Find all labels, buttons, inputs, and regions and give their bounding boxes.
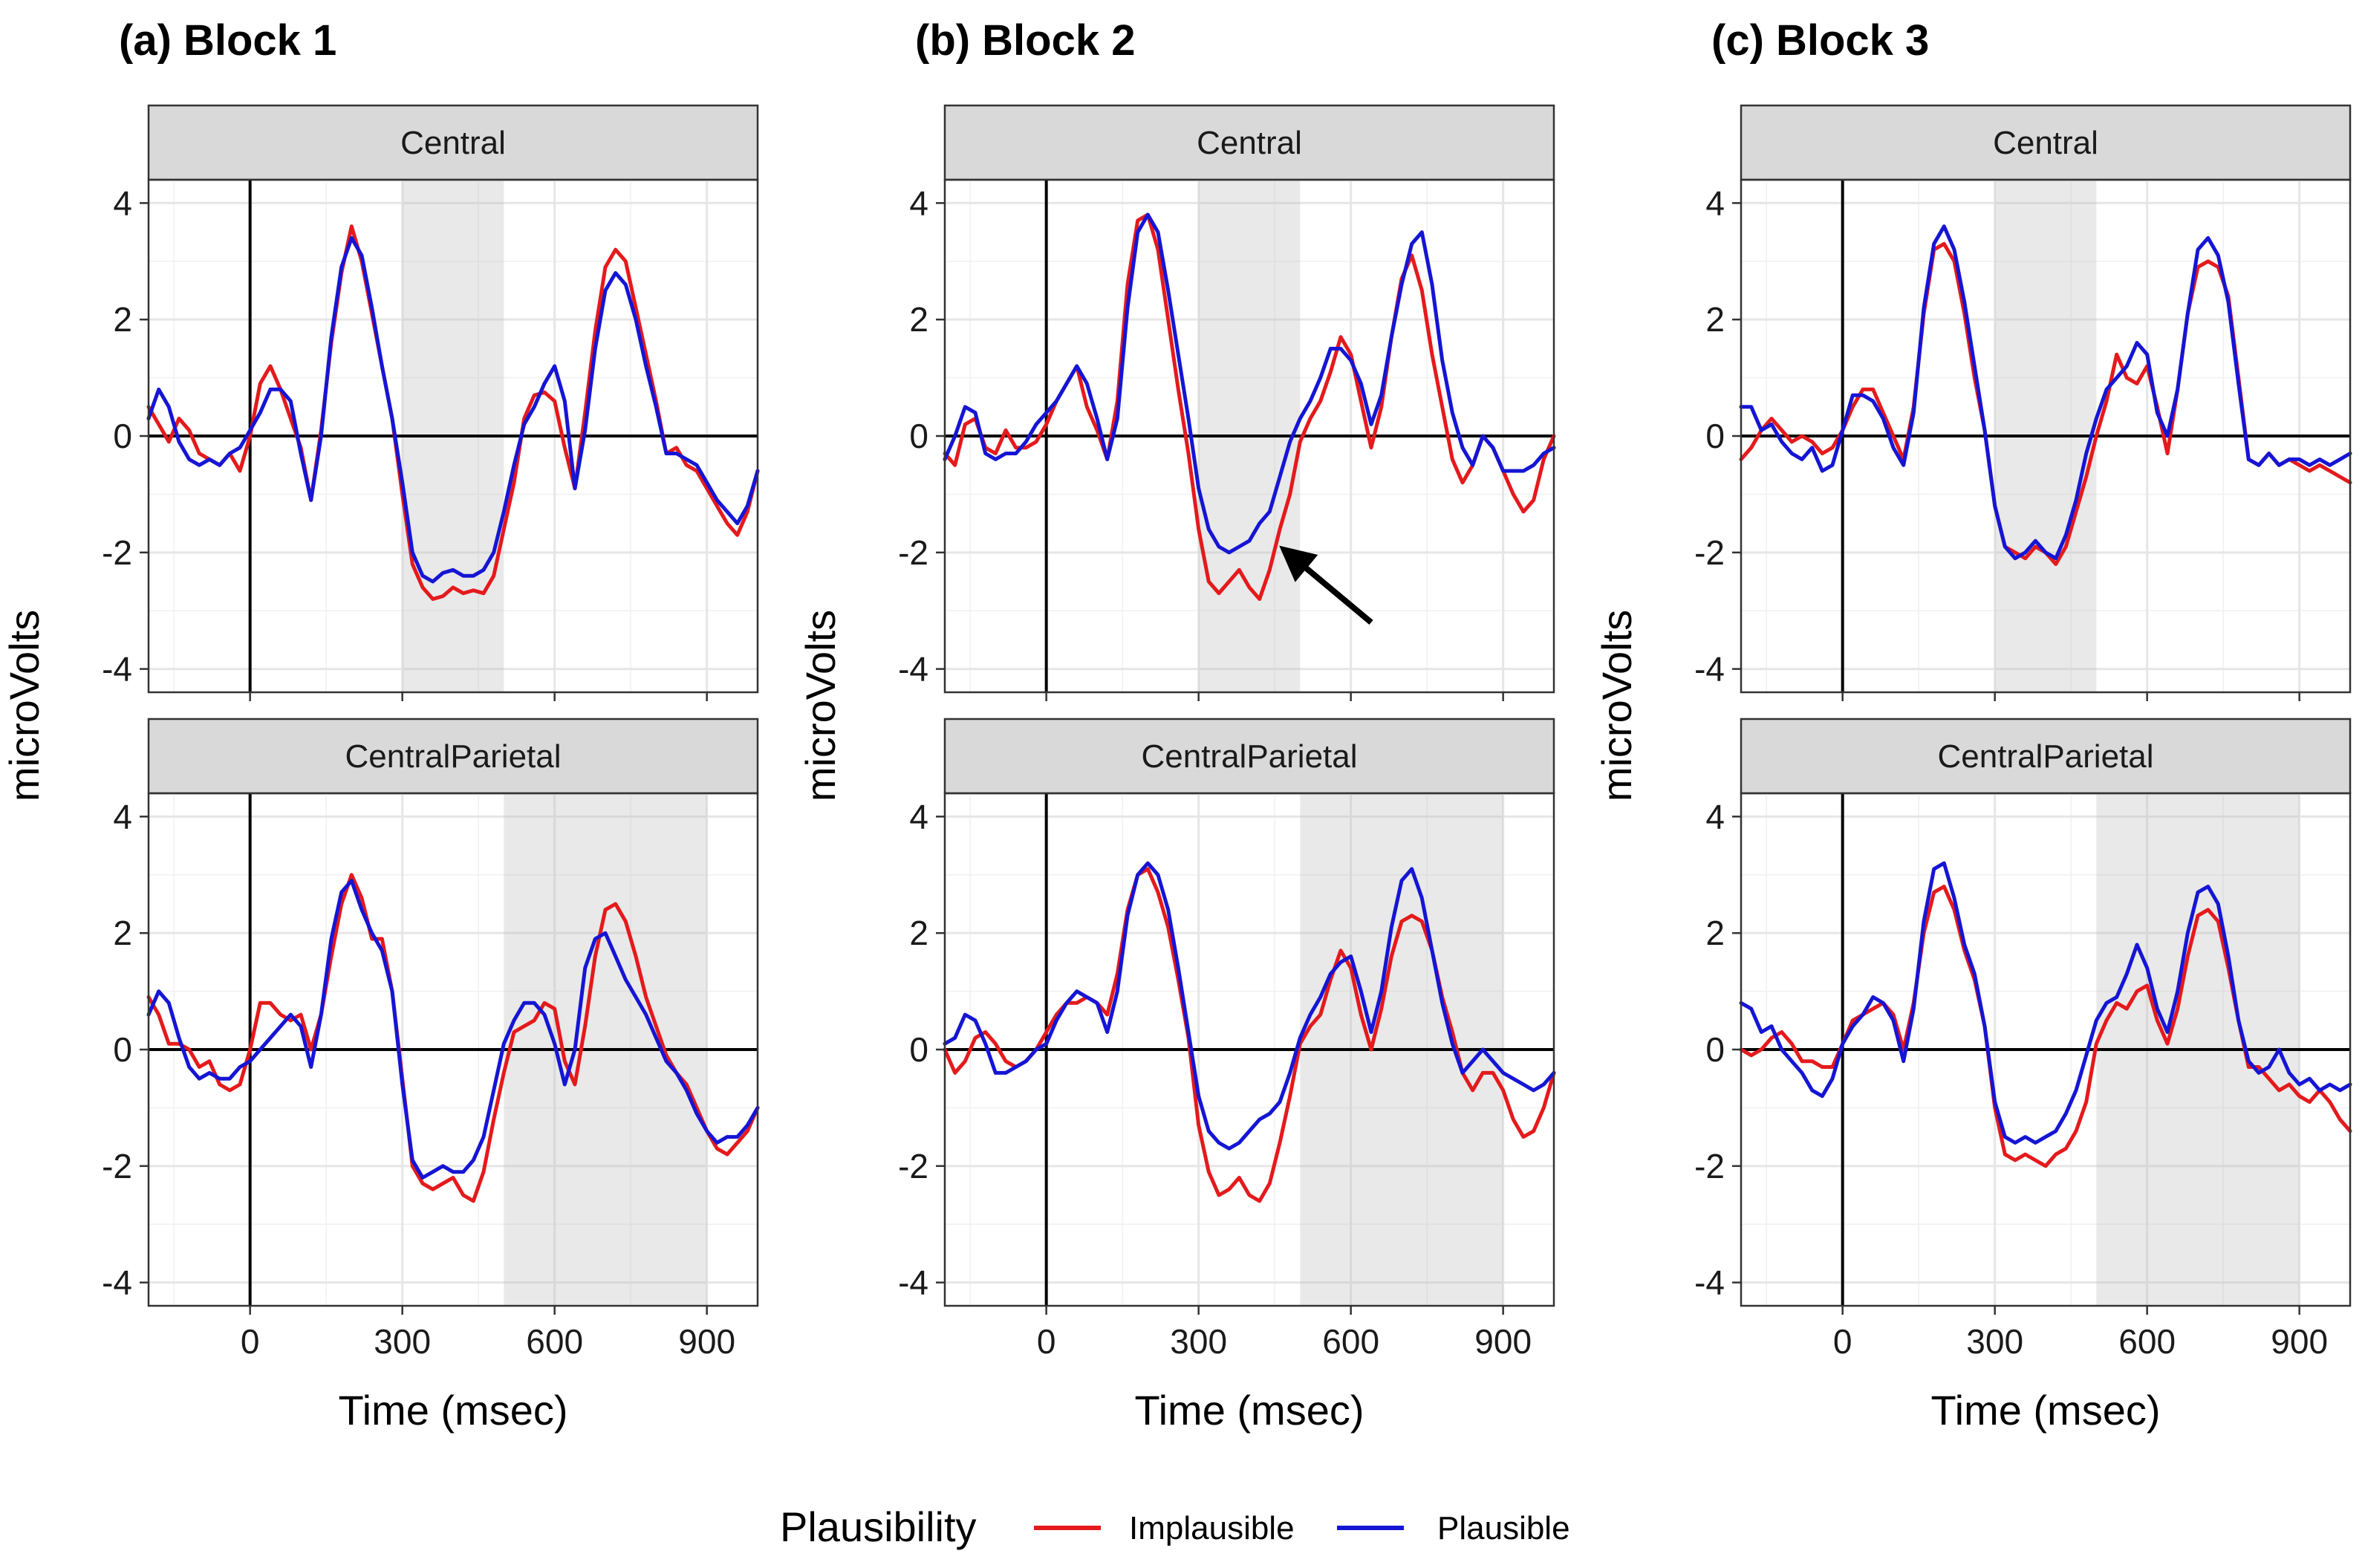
y-tick-label: -2 [898,1147,928,1185]
y-tick-label: 4 [909,183,928,222]
x-tick-label: 900 [678,1322,735,1361]
block-2-central-strip [943,104,1555,181]
block-1-centralparietal-series-plausible [146,879,760,1180]
y-tick-label: 4 [1705,183,1725,222]
y-tick-label: 4 [1705,797,1725,836]
y-tick-label: 0 [1705,1030,1725,1069]
block-1-y-axis-title: microVolts [1,610,48,801]
block-1-central-strip [147,104,759,181]
block-1-central-panel: Central -4 -2 0 2 4 [102,104,760,701]
block-2-central-series-plausible [943,212,1556,555]
y-tick-label: 2 [1705,300,1725,339]
legend-title: Plausibility [780,1503,977,1550]
block-2-x-axis-title: Time (msec) [1134,1387,1364,1434]
block-3-x-axis-title: Time (msec) [1930,1387,2160,1434]
x-tick-label: 0 [241,1322,260,1361]
block-1-centralparietal-strip-label: CentralParietal [345,738,561,775]
block-3-title: (c) Block 3 [1711,16,1929,65]
block-1-central-series-plausible [146,235,760,584]
y-tick-label: -4 [898,1263,928,1302]
y-tick-label: -4 [1694,1263,1725,1302]
x-tick-label: 600 [526,1322,583,1361]
y-tick-label: -2 [898,533,928,572]
y-tick-label: 0 [1705,417,1725,455]
block-2-centralparietal-strip [943,718,1555,795]
y-tick-label: -4 [102,1263,132,1302]
y-tick-label: 4 [113,183,132,222]
legend-label-implausible: Implausible [1129,1510,1295,1546]
x-tick-label: 300 [1170,1322,1227,1361]
y-tick-label: 2 [113,914,132,952]
block-3-centralparietal-strip-label: CentralParietal [1937,738,2153,775]
legend: Plausibility Implausible Plausible [780,1503,1570,1550]
y-tick-label: -2 [102,533,132,572]
y-tick-label: 2 [1705,914,1725,952]
block-3-y-axis-title: microVolts [1593,610,1640,801]
block-3-central-series-plausible [1739,224,2352,561]
block-3-centralparietal-series-plausible [1739,861,2352,1145]
block-1-centralparietal-series-implausible [146,873,760,1203]
block-2-title: (b) Block 2 [915,16,1136,65]
y-tick-label: 2 [909,914,928,952]
block-1: (a) Block 1 microVolts Time (msec) Central -… [1,16,760,1434]
block-3-centralparietal-strip [1740,718,2352,795]
block-2-centralparietal-panel: CentralParietal -4 -2 0 2 4 0 300 600 900 [898,718,1556,1361]
y-tick-label: -4 [898,650,928,689]
x-tick-label: 900 [1474,1322,1532,1361]
block-3-central-panel: Central -4 -2 0 2 4 [1694,104,2352,701]
block-2-y-axis-title: microVolts [797,610,844,801]
x-tick-label: 300 [374,1322,431,1361]
block-3-centralparietal-panel: CentralParietal -4 -2 0 2 4 0 300 600 900 [1694,718,2352,1361]
y-tick-label: 0 [113,1030,132,1069]
y-tick-label: 4 [113,797,132,836]
block-3-central-strip [1740,104,2352,181]
block-2-central-strip-label: Central [1197,125,1302,161]
y-tick-label: 2 [113,300,132,339]
x-tick-label: 0 [1833,1322,1852,1361]
block-2-centralparietal-series-implausible [943,867,1556,1203]
block-2-central-series-implausible [943,212,1556,601]
y-tick-label: 0 [113,417,132,455]
legend-label-plausible: Plausible [1437,1510,1570,1546]
block-2-central-panel: Central -4 -2 0 2 4 [898,104,1556,701]
x-tick-label: 0 [1037,1322,1056,1361]
y-tick-label: 0 [909,1030,928,1069]
x-tick-label: 900 [2271,1322,2328,1361]
block-1-x-axis-title: Time (msec) [338,1387,567,1434]
block-1-title: (a) Block 1 [119,16,336,65]
y-tick-label: -2 [1694,1147,1725,1185]
y-tick-label: -2 [102,1147,132,1185]
x-tick-label: 300 [1966,1322,2023,1361]
y-tick-label: -4 [1694,650,1725,689]
block-3: (c) Block 3 microVolts Time (msec) Central -… [1593,16,2352,1434]
block-2: (b) Block 2 microVolts Time (msec) Central -… [797,16,1556,1434]
x-tick-label: 600 [1322,1322,1379,1361]
block-2-centralparietal-series-plausible [943,861,1556,1151]
y-tick-label: -2 [1694,533,1725,572]
y-tick-label: -4 [102,650,132,689]
block-2-central-annotation-arrow [1279,545,1373,625]
y-tick-label: 2 [909,300,928,339]
block-3-central-strip-label: Central [1993,125,2098,161]
block-1-central-strip-label: Central [400,125,506,161]
block-1-centralparietal-strip [147,718,759,795]
block-2-centralparietal-strip-label: CentralParietal [1141,738,1357,775]
x-tick-label: 600 [2118,1322,2176,1361]
y-tick-label: 0 [909,417,928,455]
y-tick-label: 4 [909,797,928,836]
block-1-centralparietal-panel: CentralParietal -4 -2 0 2 4 0 300 600 900 [102,718,760,1361]
